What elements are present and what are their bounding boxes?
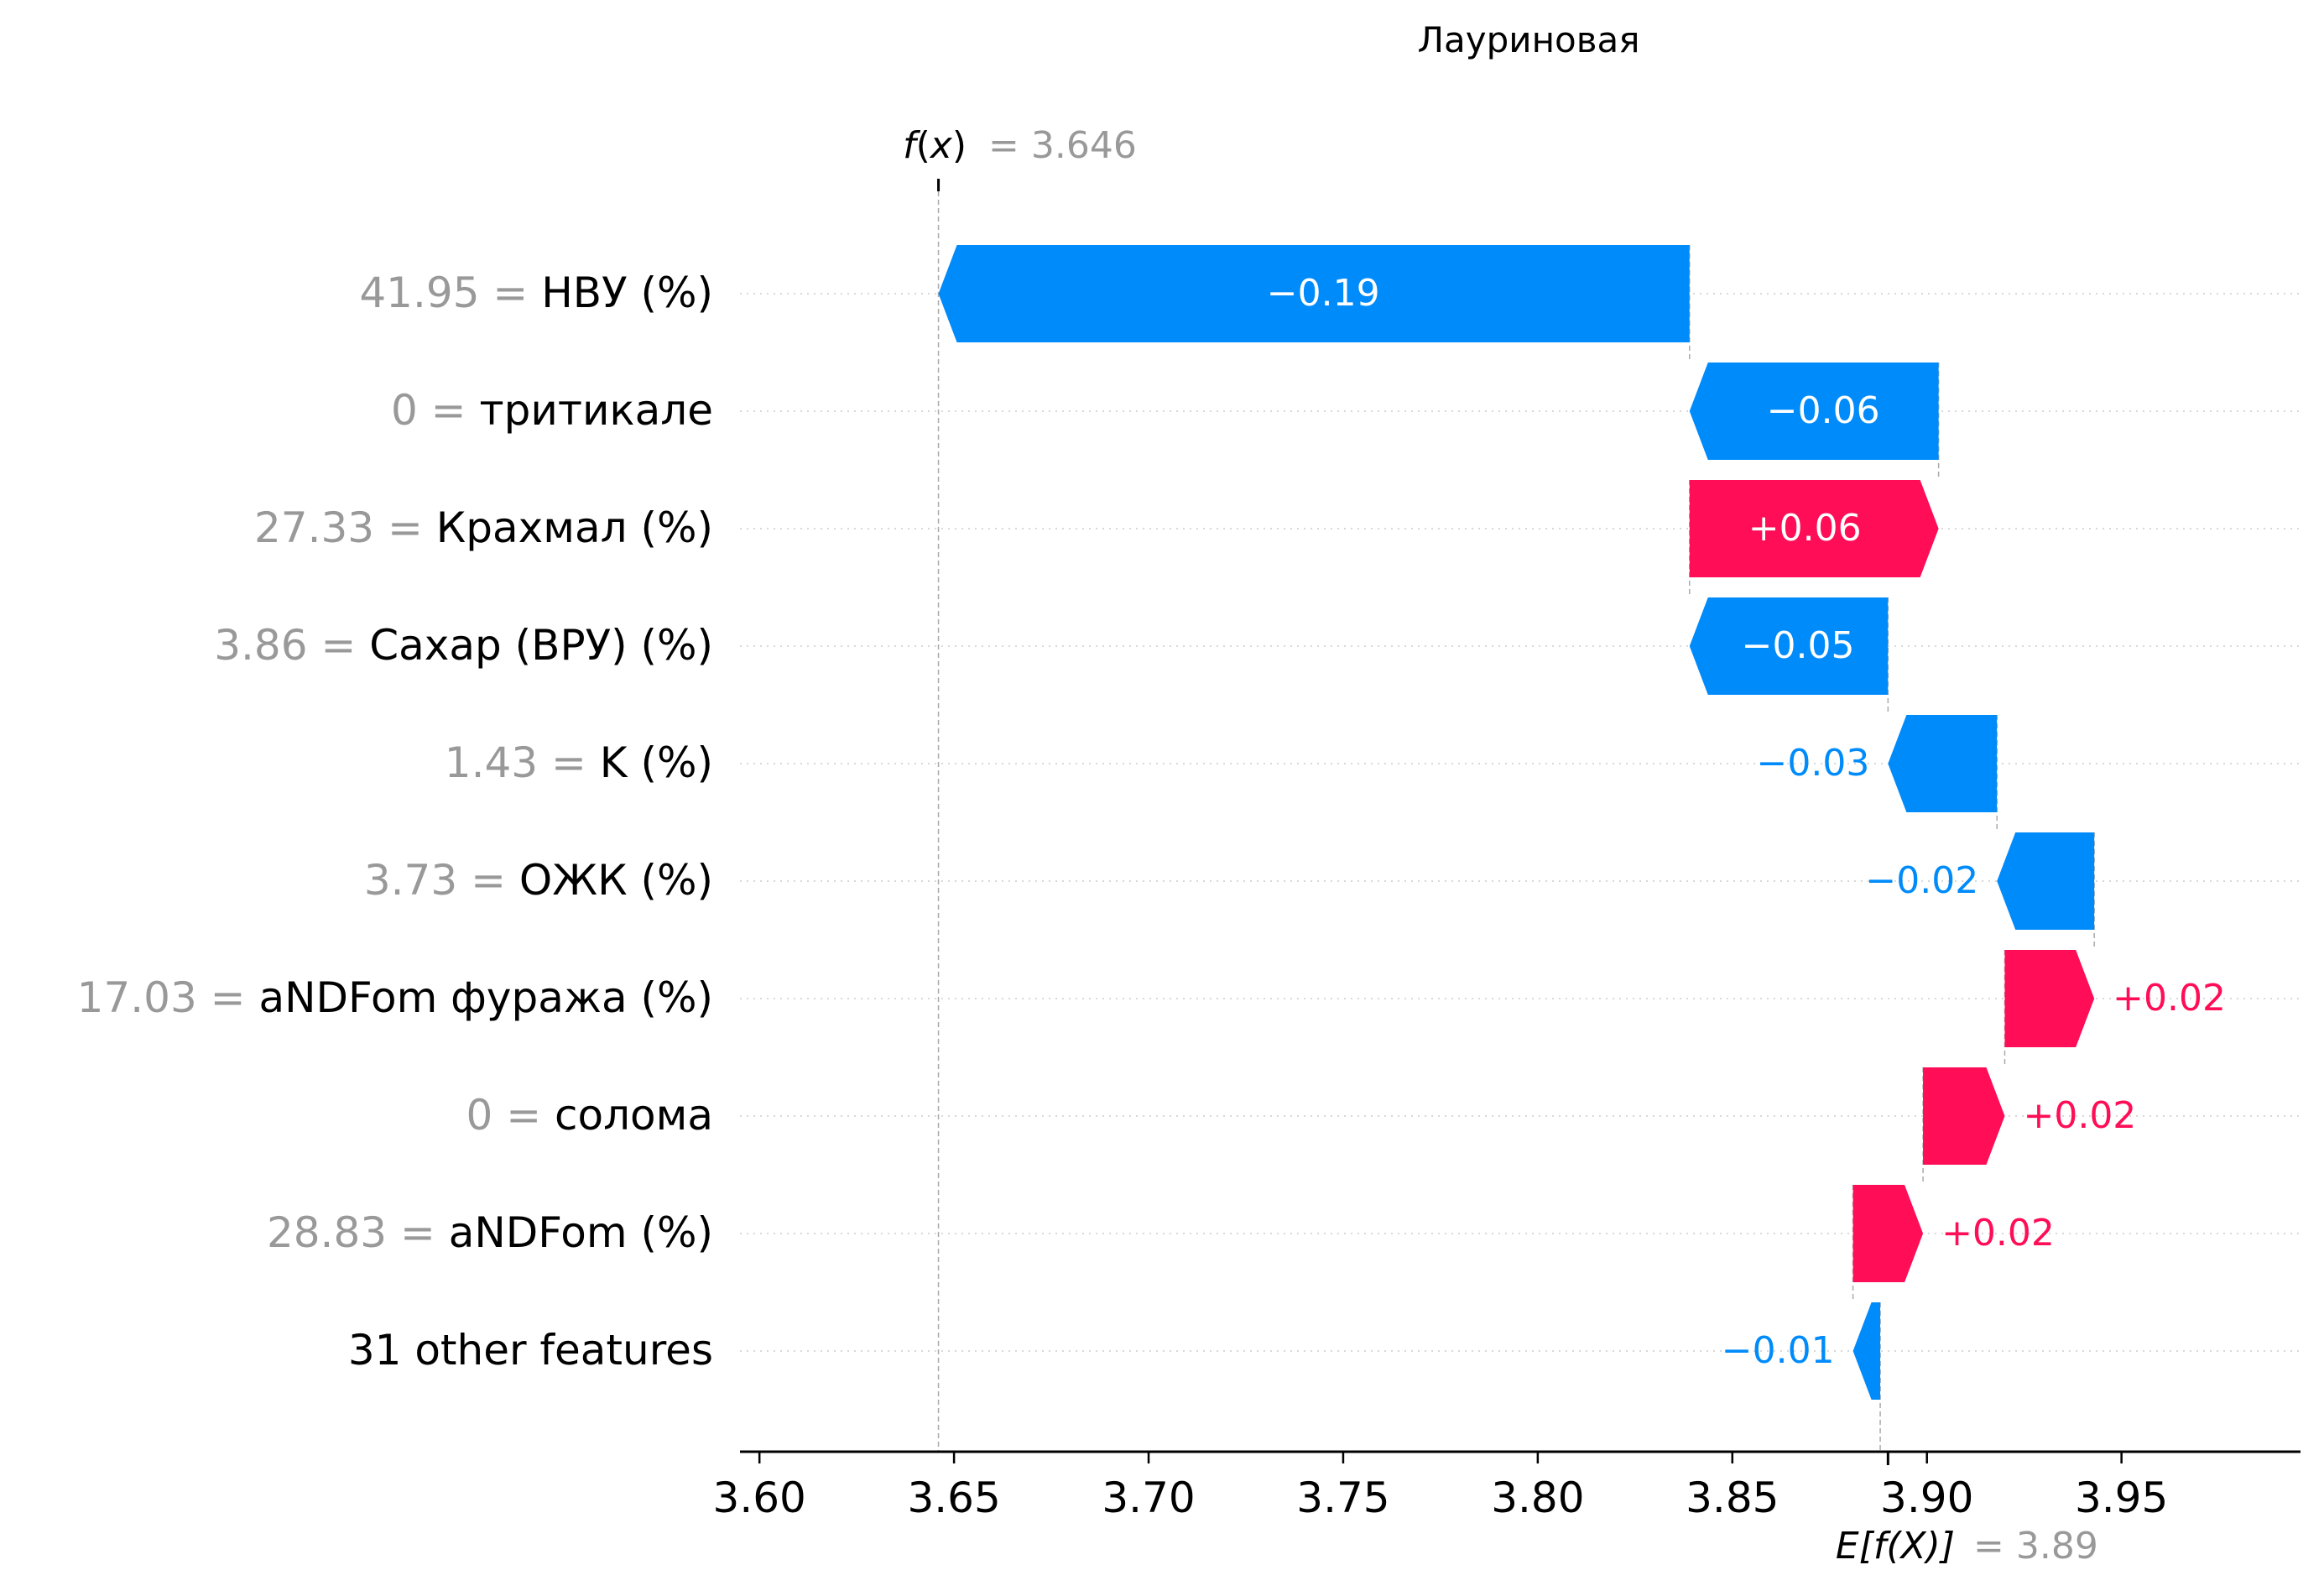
row-feature-5: ОЖК (%): [519, 856, 713, 905]
bar-label-7: +0.02: [2023, 1094, 2136, 1137]
bar-label-6: +0.02: [2113, 977, 2226, 1020]
row-value-1: 0 =: [391, 386, 480, 435]
fx-annotation: f(x) = 3.646: [903, 124, 1137, 167]
bars-layer: [938, 245, 2095, 1400]
row-feature-0: НВУ (%): [541, 269, 713, 317]
bar-value-labels: −0.19 −0.06 +0.06 −0.05 −0.03 −0.02 +0.02 +0.02…: [1267, 272, 2226, 1372]
bar-label-5: −0.02: [1865, 859, 1978, 902]
bar-1: [1689, 363, 1939, 460]
row-feature-6: aNDFom фуража (%): [258, 973, 713, 1022]
bar-label-0: −0.19: [1267, 272, 1380, 315]
row-label-9: 31 other features: [348, 1326, 713, 1375]
x-tick-label: 3.85: [1686, 1474, 1779, 1522]
bar-label-3: −0.05: [1742, 624, 1855, 667]
row-label-5: 3.73 = ОЖК (%): [364, 856, 713, 905]
x-tick-label: 3.60: [713, 1474, 806, 1522]
x-tick-label: 3.70: [1102, 1474, 1195, 1522]
row-feature-4: K (%): [600, 738, 713, 787]
row-label-3: 3.86 = Сахар (ВРУ) (%): [214, 621, 713, 670]
bar-label-2: +0.06: [1748, 507, 1862, 550]
row-value-8: 28.83 =: [267, 1208, 449, 1257]
row-label-6: 17.03 = aNDFom фуража (%): [77, 973, 713, 1022]
chart-title: Лауриновая: [1417, 19, 1639, 60]
row-feature-7: солома: [555, 1091, 713, 1140]
bar-7: [1923, 1067, 2005, 1165]
bar-9: [1852, 1302, 1881, 1400]
bar-8: [1852, 1185, 1924, 1282]
row-value-6: 17.03 =: [77, 973, 259, 1022]
x-tick-label: 3.80: [1491, 1474, 1584, 1522]
fx-value-label: = 3.646: [988, 124, 1137, 167]
row-feature-1: тритикале: [479, 386, 713, 435]
bar-3: [1689, 597, 1889, 695]
row-label-2: 27.33 = Крахмал (%): [254, 503, 713, 552]
base-value-annotation: E[f(X)] = 3.89: [1836, 1525, 2098, 1568]
fx-x-symbol: x: [929, 124, 953, 167]
bar-label-9: −0.01: [1722, 1329, 1835, 1372]
row-value-7: 0 =: [466, 1091, 555, 1140]
row-value-3: 3.86 =: [214, 621, 369, 670]
bar-label-8: +0.02: [1941, 1212, 2055, 1255]
bar-2: [1689, 480, 1939, 577]
x-tick-label: 3.65: [907, 1474, 1000, 1522]
row-feature-3: Сахар (ВРУ) (%): [369, 621, 713, 670]
base-value-label: = 3.89: [1973, 1525, 2098, 1568]
base-value-symbol: E[f(X)]: [1836, 1525, 1955, 1568]
row-feature-8: aNDFom (%): [449, 1208, 713, 1257]
x-axis: 3.60 3.65 3.70 3.75 3.80 3.85 3.90 3.95: [713, 1450, 2301, 1522]
x-tick-label: 3.75: [1296, 1474, 1389, 1522]
row-value-0: 41.95 =: [359, 269, 541, 317]
row-label-0: 41.95 = НВУ (%): [359, 269, 713, 317]
row-gridlines: [740, 293, 2301, 1352]
row-labels: 41.95 = НВУ (%) 0 = тритикале 27.33 = Крах…: [77, 269, 713, 1375]
row-feature-9: 31 other features: [348, 1326, 713, 1375]
bar-4: [1888, 715, 1998, 812]
bar-0: [938, 245, 1690, 342]
row-label-4: 1.43 = K (%): [445, 738, 713, 787]
row-label-1: 0 = тритикале: [391, 386, 713, 435]
row-value-2: 27.33 =: [254, 503, 436, 552]
row-label-7: 0 = солома: [466, 1091, 714, 1140]
row-value-5: 3.73 =: [364, 856, 519, 905]
x-tick-label: 3.95: [2075, 1474, 2168, 1522]
bar-5: [1997, 832, 2095, 930]
svg-text:f(x): f(x): [903, 124, 967, 167]
x-tick-label: 3.90: [1880, 1474, 1973, 1522]
bar-label-1: −0.06: [1767, 389, 1880, 432]
bar-label-4: −0.03: [1756, 742, 1869, 785]
row-label-8: 28.83 = aNDFom (%): [267, 1208, 713, 1257]
row-value-4: 1.43 =: [445, 738, 600, 787]
row-feature-2: Крахмал (%): [436, 503, 713, 552]
bar-6: [2004, 950, 2095, 1047]
